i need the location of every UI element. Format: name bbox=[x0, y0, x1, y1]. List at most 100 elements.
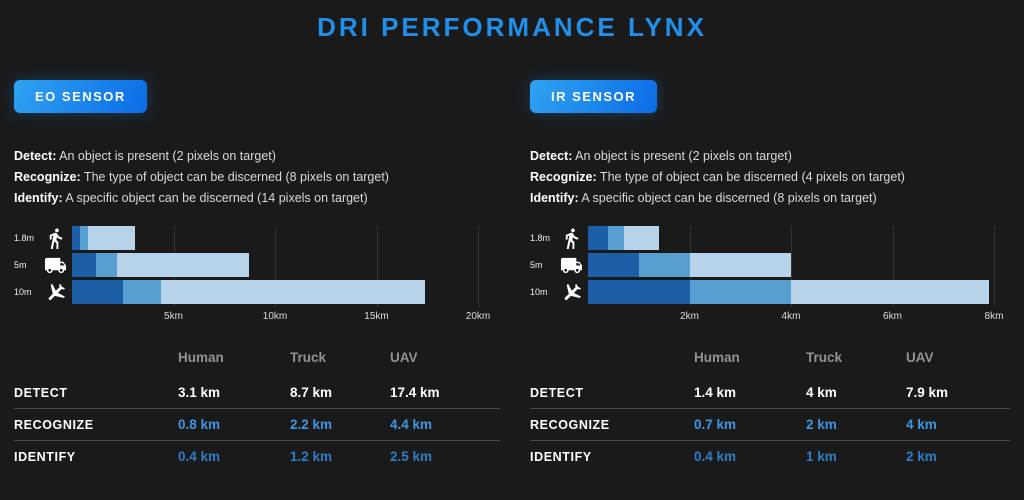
dri-term: Identify: bbox=[530, 191, 579, 205]
table-row-label: IDENTIFY bbox=[530, 449, 592, 464]
target-size-label: 1.8m bbox=[14, 233, 35, 243]
table-header-human: Human bbox=[178, 349, 224, 365]
bar-detect-segment bbox=[116, 253, 249, 277]
axis-tick-label: 10km bbox=[262, 311, 288, 322]
dri-bar-chart: 1.8m 5m 10m 2km 4km 6km 8km bbox=[530, 226, 1010, 325]
range-value: 0.8 km bbox=[178, 417, 221, 432]
table-row-detect: DETECT 1.4 km 4 km 7.9 km bbox=[530, 377, 1010, 408]
range-value: 8.7 km bbox=[290, 385, 333, 400]
range-value: 17.4 km bbox=[390, 385, 440, 400]
axis-gridline bbox=[994, 226, 995, 307]
bar-recognize-segment bbox=[608, 226, 624, 250]
bar-detect-segment bbox=[623, 226, 660, 250]
bar-identify-segment bbox=[72, 253, 97, 277]
chart-row: 1.8m bbox=[530, 226, 1010, 250]
axis-tick-label: 2km bbox=[680, 311, 699, 322]
dri-term: Identify: bbox=[14, 191, 63, 205]
target-size-label: 1.8m bbox=[530, 233, 551, 243]
dri-term: Recognize: bbox=[14, 170, 81, 184]
axis-tick-label: 6km bbox=[883, 311, 902, 322]
chart-row: 10m bbox=[14, 280, 500, 304]
target-size-label: 10m bbox=[530, 287, 548, 297]
range-value: 0.7 km bbox=[694, 417, 737, 432]
table-row-divider bbox=[530, 408, 1010, 409]
bar-recognize-segment bbox=[80, 226, 89, 250]
dri-stacked-bar bbox=[588, 253, 994, 277]
table-row-label: RECOGNIZE bbox=[530, 417, 610, 432]
axis-gridline bbox=[478, 226, 479, 307]
dri-table: Human Truck UAV DETECT 3.1 km 8.7 km 17.4 km RE… bbox=[14, 345, 500, 472]
range-value: 1 km bbox=[806, 449, 837, 464]
range-value: 0.4 km bbox=[694, 449, 737, 464]
axis-tick-label: 5km bbox=[164, 311, 183, 322]
axis-tick-label: 4km bbox=[781, 311, 801, 322]
bar-detect-segment bbox=[791, 280, 989, 304]
eo-sensor-button[interactable]: EO SENSOR bbox=[14, 80, 147, 113]
bar-identify-segment bbox=[588, 253, 639, 277]
bar-identify-segment bbox=[72, 280, 123, 304]
dri-definitions: Detect: An object is present (2 pixels o… bbox=[530, 146, 1010, 209]
dri-table: Human Truck UAV DETECT 1.4 km 4 km 7.9 km RECOG… bbox=[530, 345, 1010, 472]
sensor-button-label: EO SENSOR bbox=[35, 89, 126, 104]
dri-term: Recognize: bbox=[530, 170, 597, 184]
dri-definition-line: Identify: A specific object can be disce… bbox=[530, 191, 877, 205]
target-size-label: 10m bbox=[14, 287, 32, 297]
uav-icon bbox=[554, 281, 588, 304]
range-value: 1.2 km bbox=[290, 449, 333, 464]
dri-definition-line: Detect: An object is present (2 pixels o… bbox=[530, 149, 792, 163]
range-value: 0.4 km bbox=[178, 449, 221, 464]
page-title: DRI PERFORMANCE LYNX bbox=[317, 12, 707, 42]
chart-x-axis: 5km 10km 15km 20km bbox=[72, 311, 490, 325]
table-header-uav: UAV bbox=[906, 349, 934, 365]
dri-definition-line: Identify: A specific object can be disce… bbox=[14, 191, 368, 205]
chart-row: 1.8m bbox=[14, 226, 500, 250]
bar-detect-segment bbox=[161, 280, 426, 304]
bar-recognize-segment bbox=[122, 280, 162, 304]
range-value: 1.4 km bbox=[694, 385, 737, 400]
bar-identify-segment bbox=[588, 226, 609, 250]
sensor-button-label: IR SENSOR bbox=[551, 89, 637, 104]
bar-detect-segment bbox=[88, 226, 135, 250]
table-row-identify: IDENTIFY 0.4 km 1 km 2 km bbox=[530, 441, 1010, 472]
target-size-label: 5m bbox=[14, 260, 27, 270]
table-header-row: Human Truck UAV bbox=[14, 345, 500, 369]
chart-rows: 1.8m 5m 10m bbox=[14, 226, 500, 304]
dri-definition-line: Recognize: The type of object can be dis… bbox=[14, 170, 389, 184]
dri-bar-chart: 1.8m 5m 10m 5km 10km 15km 20km bbox=[14, 226, 500, 325]
range-value: 3.1 km bbox=[178, 385, 221, 400]
table-row-detect: DETECT 3.1 km 8.7 km 17.4 km bbox=[14, 377, 500, 408]
table-row-label: IDENTIFY bbox=[14, 449, 76, 464]
bar-recognize-segment bbox=[689, 280, 791, 304]
dri-term: Detect: bbox=[530, 149, 573, 163]
dri-stacked-bar bbox=[72, 253, 478, 277]
table-row-recognize: RECOGNIZE 0.8 km 2.2 km 4.4 km bbox=[14, 409, 500, 440]
sensor-panel-ir: IR SENSOR Detect: An object is present (… bbox=[530, 80, 1010, 472]
chart-x-axis: 2km 4km 6km 8km bbox=[588, 311, 1003, 325]
table-row-label: RECOGNIZE bbox=[14, 417, 94, 432]
table-header-truck: Truck bbox=[806, 349, 843, 365]
axis-gridline bbox=[892, 226, 894, 307]
chart-rows: 1.8m 5m 10m bbox=[530, 226, 1010, 304]
bar-detect-segment bbox=[689, 253, 791, 277]
sensor-panel-eo: EO SENSOR Detect: An object is present (… bbox=[14, 80, 500, 472]
table-row-divider bbox=[14, 440, 500, 441]
target-size-label: 5m bbox=[530, 260, 543, 270]
axis-tick-label: 15km bbox=[364, 311, 389, 322]
person-icon bbox=[38, 227, 72, 250]
range-value: 2.2 km bbox=[290, 417, 333, 432]
table-header-uav: UAV bbox=[390, 349, 418, 365]
range-value: 4.4 km bbox=[390, 417, 433, 432]
truck-icon bbox=[554, 254, 588, 277]
dri-definition-line: Recognize: The type of object can be dis… bbox=[530, 170, 905, 184]
uav-icon bbox=[38, 281, 72, 304]
table-header-row: Human Truck UAV bbox=[530, 345, 1010, 369]
table-header-truck: Truck bbox=[290, 349, 327, 365]
table-row-label: DETECT bbox=[530, 385, 584, 400]
chart-row: 5m bbox=[530, 253, 1010, 277]
dri-stacked-bar bbox=[588, 280, 994, 304]
range-value: 7.9 km bbox=[906, 385, 949, 400]
ir-sensor-button[interactable]: IR SENSOR bbox=[530, 80, 658, 113]
person-icon bbox=[554, 227, 588, 250]
axis-tick-label: 8km bbox=[984, 311, 1004, 322]
